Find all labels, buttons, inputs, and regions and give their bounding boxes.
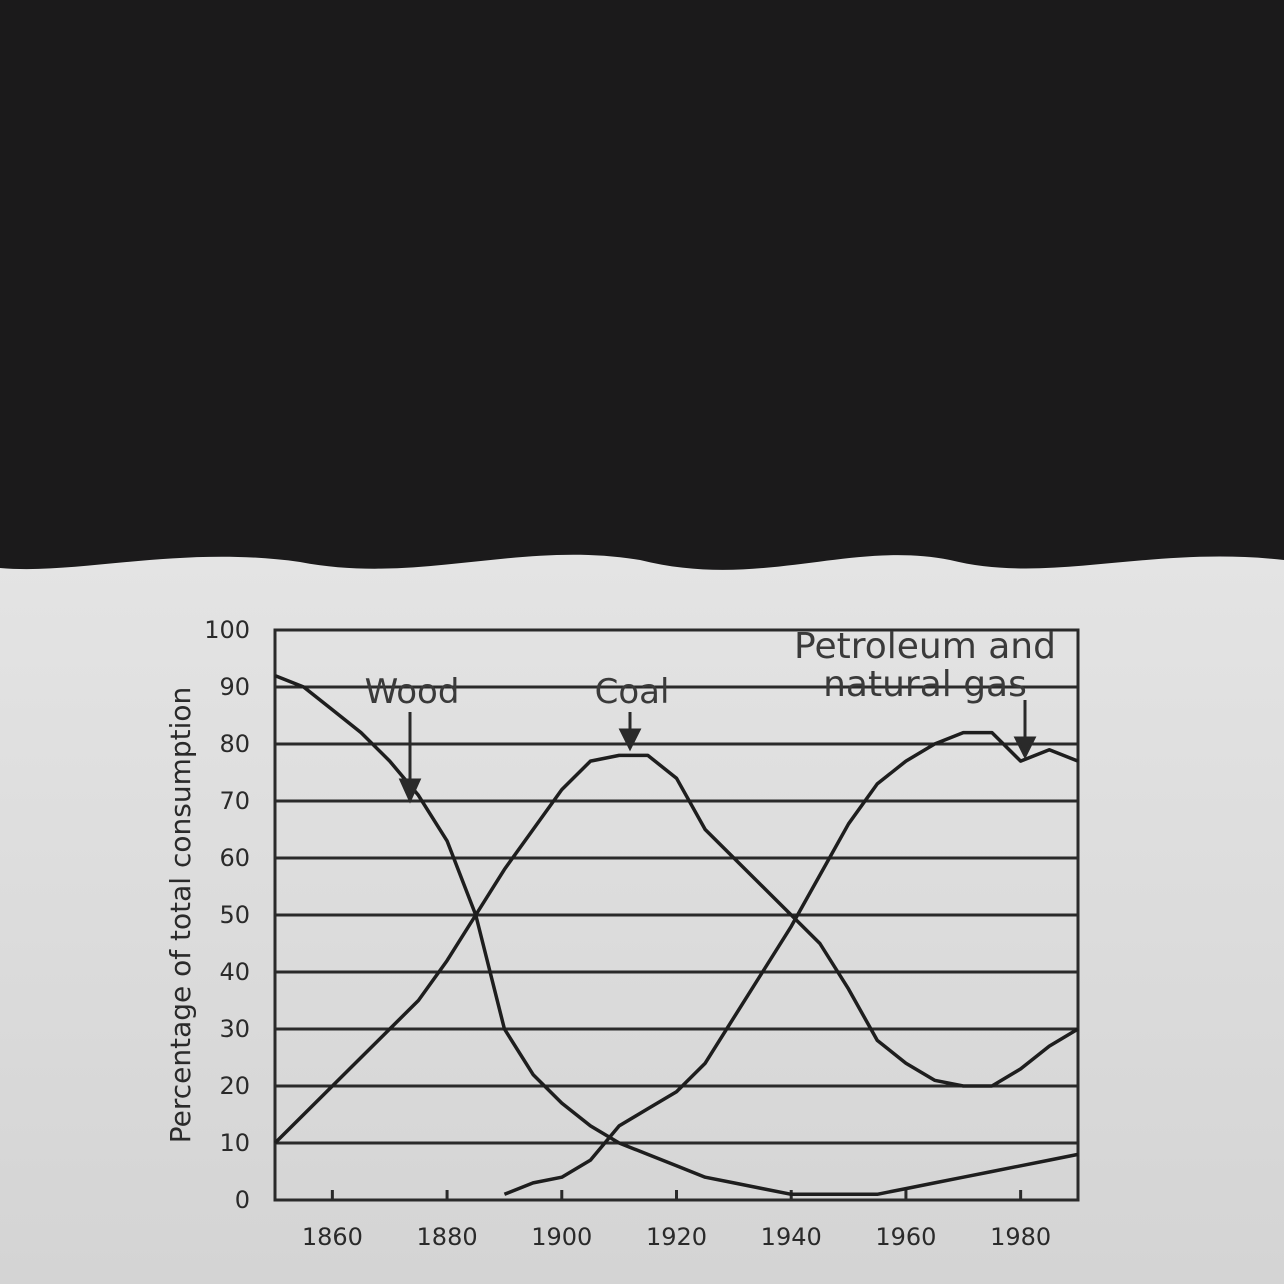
series-line	[273, 753, 1079, 1145]
y-tick-label: 10	[219, 1129, 250, 1157]
y-tick-label: 70	[219, 787, 250, 815]
plot-area: 0 10 20 30 40 50 60 70 80 90 100 1860 1880 1900 1920 19…	[204, 616, 1080, 1251]
x-tick-label: 1980	[990, 1223, 1051, 1251]
wood-label: Wood	[365, 672, 460, 712]
x-tick-label: 1860	[302, 1223, 363, 1251]
y-tick-label: 100	[204, 616, 250, 644]
y-tick-label: 30	[219, 1015, 250, 1043]
x-tick-label: 1960	[875, 1223, 936, 1251]
series-line	[503, 730, 1079, 1196]
y-tick-label: 80	[219, 730, 250, 758]
petroleum-label: Petroleum and natural gas	[794, 626, 1056, 705]
y-tick-label: 60	[219, 844, 250, 872]
y-tick-label: 0	[235, 1186, 250, 1214]
y-axis-label: Percentage of total consumption	[164, 687, 197, 1144]
shadow	[0, 0, 1284, 570]
x-tick-label: 1880	[417, 1223, 478, 1251]
x-tick-label: 1940	[761, 1223, 822, 1251]
y-tick-label: 90	[219, 673, 250, 701]
y-tick-label: 50	[219, 901, 250, 929]
arrows	[398, 700, 1037, 804]
coal-label: Coal	[595, 672, 670, 712]
x-tick-label: 1900	[531, 1223, 592, 1251]
y-tick-label: 40	[219, 958, 250, 986]
x-tick-label: 1920	[646, 1223, 707, 1251]
y-tick-label: 20	[219, 1072, 250, 1100]
